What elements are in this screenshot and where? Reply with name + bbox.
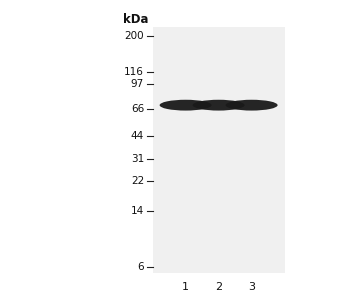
Text: 116: 116: [124, 67, 144, 77]
Text: 3: 3: [248, 281, 255, 292]
Text: 14: 14: [131, 206, 144, 216]
Text: 66: 66: [131, 104, 144, 114]
Text: 22: 22: [131, 176, 144, 186]
Text: 97: 97: [131, 79, 144, 89]
Ellipse shape: [193, 100, 245, 111]
Text: 44: 44: [131, 131, 144, 141]
Text: 6: 6: [137, 262, 144, 272]
Ellipse shape: [160, 100, 212, 111]
Text: kDa: kDa: [122, 13, 148, 26]
Bar: [153, 27, 285, 273]
Text: 2: 2: [215, 281, 222, 292]
Text: 31: 31: [131, 154, 144, 164]
Ellipse shape: [226, 100, 278, 111]
Text: 200: 200: [124, 31, 144, 41]
Text: 1: 1: [182, 281, 189, 292]
